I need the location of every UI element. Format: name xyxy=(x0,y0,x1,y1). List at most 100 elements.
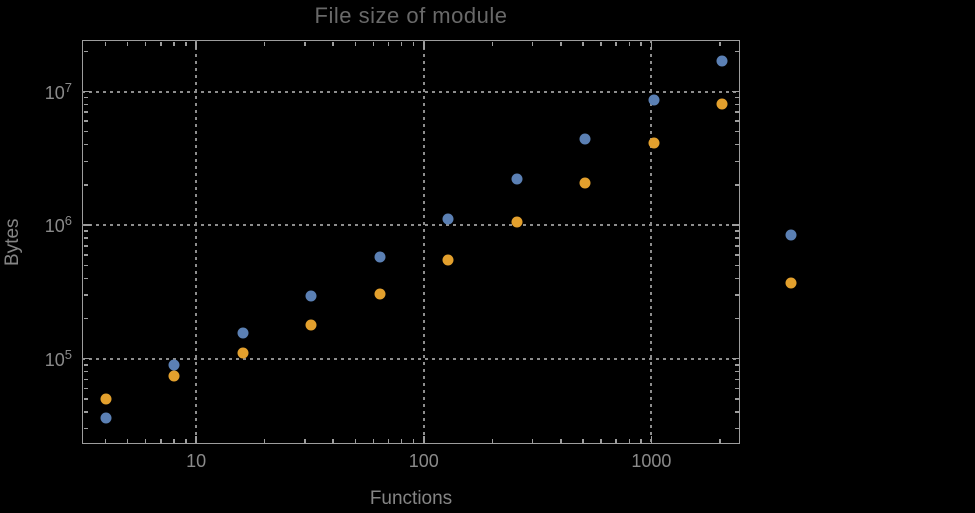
tick-mark-bottom xyxy=(560,438,562,443)
tick-mark-left xyxy=(83,120,88,122)
tick-mark-left xyxy=(83,111,88,113)
data-point-blue xyxy=(785,229,797,241)
tick-mark-bottom xyxy=(195,435,197,443)
tick-mark-left xyxy=(83,230,88,232)
tick-mark-bottom xyxy=(354,438,357,443)
tick-mark-top xyxy=(615,41,617,46)
tick-mark-top xyxy=(628,41,631,46)
data-point-orange xyxy=(168,370,180,382)
tick-mark-right xyxy=(734,378,739,381)
tick-mark-left xyxy=(83,378,88,381)
tick-mark-top xyxy=(263,41,266,46)
tick-mark-left xyxy=(83,398,88,400)
tick-mark-left xyxy=(83,364,88,366)
y-tick-exponent: 7 xyxy=(64,79,72,95)
tick-mark-top xyxy=(600,41,602,46)
x-tick-label: 10 xyxy=(186,451,207,471)
tick-mark-bottom xyxy=(600,438,602,443)
data-point-orange xyxy=(579,177,591,189)
tick-mark-top xyxy=(144,41,147,46)
data-point-blue xyxy=(716,55,728,67)
tick-mark-bottom xyxy=(160,438,162,443)
tick-mark-right xyxy=(734,96,739,99)
tick-mark-right xyxy=(734,50,739,53)
tick-mark-bottom xyxy=(628,438,631,443)
tick-mark-top xyxy=(640,41,642,46)
tick-mark-top xyxy=(531,41,534,46)
tick-mark-top xyxy=(387,41,390,46)
tick-mark-left xyxy=(83,427,88,430)
data-point-blue xyxy=(511,173,523,185)
tick-mark-bottom xyxy=(332,438,334,443)
tick-mark-bottom xyxy=(582,438,584,443)
tick-mark-top xyxy=(354,41,357,46)
tick-mark-right xyxy=(734,411,739,413)
tick-mark-left xyxy=(83,143,88,146)
data-point-orange xyxy=(237,347,249,359)
tick-mark-right xyxy=(734,264,739,267)
y-tick-base: 10 xyxy=(44,216,65,237)
y-tick-exponent: 5 xyxy=(64,346,72,362)
tick-mark-bottom xyxy=(185,438,187,443)
tick-mark-right xyxy=(734,160,739,163)
tick-mark-left xyxy=(83,184,88,186)
tick-mark-right xyxy=(734,184,739,186)
tick-mark-bottom xyxy=(126,438,129,443)
tick-mark-left xyxy=(83,50,88,53)
tick-mark-bottom xyxy=(423,435,425,443)
tick-mark-bottom xyxy=(304,438,306,443)
x-tick-label: 1000 xyxy=(631,451,672,471)
tick-mark-bottom xyxy=(104,438,107,443)
y-tick-exponent: 6 xyxy=(64,213,72,229)
gridline-horizontal xyxy=(82,90,740,93)
y-tick-label: 105 xyxy=(0,347,72,371)
tick-mark-left xyxy=(83,294,88,296)
tick-mark-top xyxy=(412,41,415,46)
tick-mark-bottom xyxy=(615,438,617,443)
data-point-orange xyxy=(648,137,660,149)
y-tick-base: 10 xyxy=(44,82,65,103)
tick-mark-left xyxy=(83,237,88,239)
tick-mark-right xyxy=(734,111,739,113)
tick-mark-left xyxy=(83,224,91,226)
data-point-blue xyxy=(237,327,249,339)
tick-mark-bottom xyxy=(372,438,375,443)
tick-mark-top xyxy=(719,41,721,46)
tick-mark-right xyxy=(731,90,739,93)
tick-mark-bottom xyxy=(640,438,642,443)
tick-mark-top xyxy=(423,41,425,49)
tick-mark-bottom xyxy=(412,438,415,443)
tick-mark-top xyxy=(560,41,562,46)
chart-title: File size of module xyxy=(314,3,508,28)
gridline-vertical xyxy=(422,40,425,444)
data-point-orange xyxy=(374,288,386,300)
tick-mark-left xyxy=(83,90,91,93)
tick-mark-left xyxy=(83,264,88,267)
y-tick-label: 106 xyxy=(0,213,72,237)
tick-mark-left xyxy=(83,103,88,106)
tick-mark-right xyxy=(734,294,739,296)
tick-mark-top xyxy=(185,41,187,46)
tick-mark-top xyxy=(582,41,584,46)
tick-mark-right xyxy=(734,398,739,400)
data-point-blue xyxy=(648,94,660,106)
tick-mark-right xyxy=(734,254,739,256)
tick-mark-left xyxy=(83,411,88,413)
tick-mark-right xyxy=(734,364,739,366)
tick-mark-top xyxy=(104,41,107,46)
data-point-blue xyxy=(579,133,591,145)
x-axis-label: Functions xyxy=(369,488,453,509)
tick-mark-right xyxy=(734,387,739,390)
tick-mark-bottom xyxy=(173,438,175,443)
tick-mark-bottom xyxy=(491,438,494,443)
tick-mark-right xyxy=(731,357,739,360)
tick-mark-left xyxy=(83,387,88,390)
gridline-horizontal xyxy=(82,224,740,227)
gridline-horizontal xyxy=(82,357,740,360)
tick-mark-right xyxy=(734,317,739,320)
tick-mark-bottom xyxy=(144,438,147,443)
tick-mark-right xyxy=(734,237,739,239)
tick-mark-top xyxy=(173,41,175,46)
tick-mark-top xyxy=(491,41,494,46)
